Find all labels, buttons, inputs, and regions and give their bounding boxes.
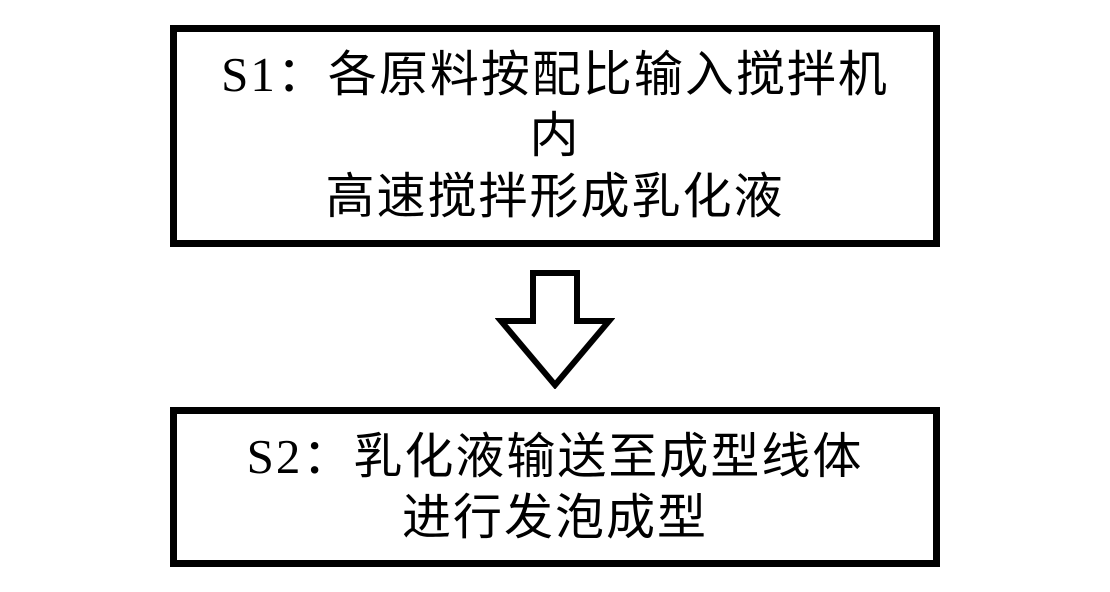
step-box-s2: S2：乳化液输送至成型线体 进行发泡成型 xyxy=(170,407,940,568)
arrow-container xyxy=(495,269,615,389)
step-s2-line1: S2：乳化液输送至成型线体 xyxy=(247,429,864,484)
step-text-s2: S2：乳化液输送至成型线体 进行发泡成型 xyxy=(207,426,903,549)
step-s1-line1: S1：各原料按配比输入搅拌机内 xyxy=(221,47,889,163)
flowchart-container: S1：各原料按配比输入搅拌机内 高速搅拌形成乳化液 S2：乳化液输送至成型线体 … xyxy=(170,25,940,567)
down-arrow-icon xyxy=(495,269,615,389)
step-box-s1: S1：各原料按配比输入搅拌机内 高速搅拌形成乳化液 xyxy=(170,25,940,247)
step-s2-line2: 进行发泡成型 xyxy=(402,490,708,545)
step-s1-line2: 高速搅拌形成乳化液 xyxy=(325,169,784,224)
step-text-s1: S1：各原料按配比输入搅拌机内 高速搅拌形成乳化液 xyxy=(207,44,903,228)
